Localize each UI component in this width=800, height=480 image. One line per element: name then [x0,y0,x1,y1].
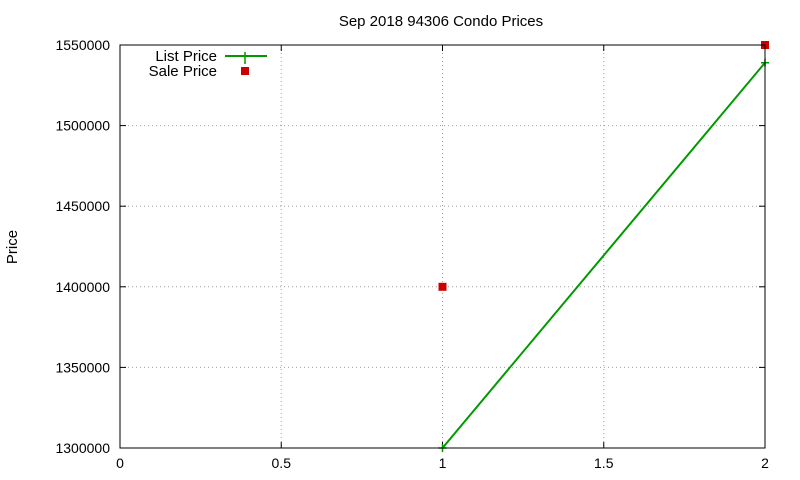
axis-ticks: 0 0.5 1 1.5 2 1300000 1350000 1400000 1450000 150… [55,37,769,471]
chart-title: Sep 2018 94306 Condo Prices [339,13,543,30]
legend: List Price Sale Price [149,48,267,80]
grid [120,45,765,448]
x-tick-label: 0.5 [272,455,292,471]
y-tick-label: 1300000 [55,440,110,456]
x-tick-label: 0 [116,455,124,471]
series-layer [438,41,769,452]
legend-label-sale-price: Sale Price [149,63,217,80]
y-tick-label: 1500000 [55,118,110,134]
y-tick-label: 1450000 [55,198,110,214]
y-axis-label: Price [4,230,21,264]
sale-price-point [438,282,447,291]
x-tick-label: 1.5 [594,455,614,471]
x-tick-label: 2 [761,455,769,471]
y-tick-label: 1350000 [55,359,110,375]
x-tick-label: 1 [439,455,447,471]
y-tick-label: 1550000 [55,37,110,53]
y-tick-label: 1400000 [55,279,110,295]
legend-label-list-price: List Price [155,48,217,65]
plot-frame [119,44,766,449]
series-line-list-price [441,62,766,449]
legend-marker-list-price [241,52,249,64]
legend-marker-sale-price [241,67,249,75]
